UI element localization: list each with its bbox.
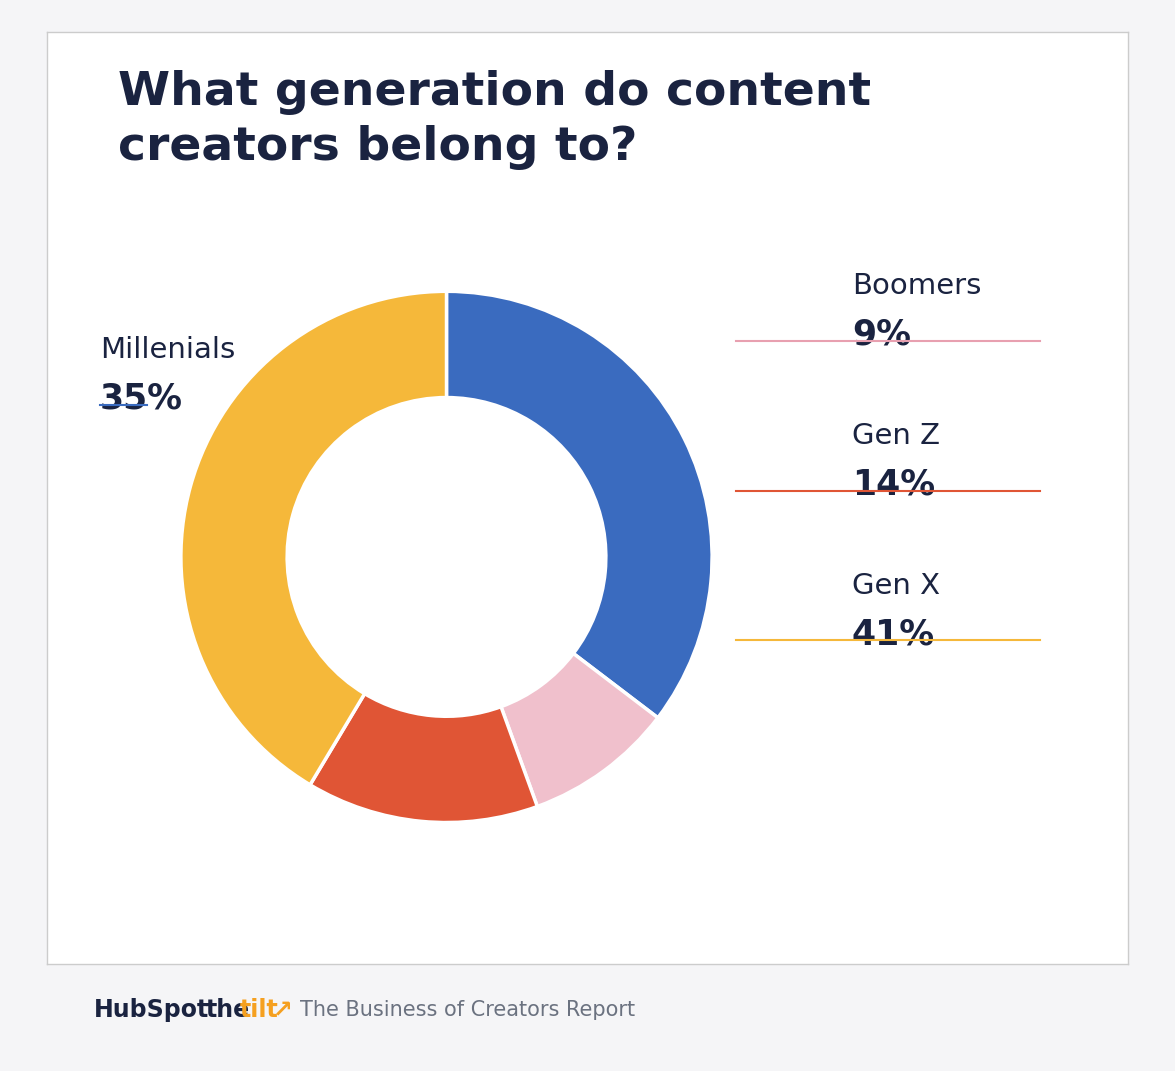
Text: the: the: [206, 998, 250, 1022]
Text: Gen Z: Gen Z: [852, 422, 940, 450]
Text: The Business of Creators Report: The Business of Creators Report: [300, 1000, 634, 1020]
Text: HubSpot: HubSpot: [94, 998, 209, 1022]
Text: 41%: 41%: [852, 617, 935, 651]
Text: 35%: 35%: [100, 381, 183, 416]
Wedge shape: [501, 653, 658, 806]
Text: 14%: 14%: [852, 467, 935, 501]
Text: Gen X: Gen X: [852, 572, 940, 600]
Wedge shape: [181, 291, 446, 785]
Text: tilt: tilt: [240, 998, 278, 1022]
Text: ↗: ↗: [273, 998, 293, 1022]
Text: 9%: 9%: [852, 317, 911, 351]
Text: Millenials: Millenials: [100, 336, 235, 364]
Text: What generation do content
creators belong to?: What generation do content creators belo…: [118, 70, 871, 170]
Wedge shape: [446, 291, 712, 718]
Wedge shape: [310, 694, 537, 823]
Text: Boomers: Boomers: [852, 272, 981, 300]
